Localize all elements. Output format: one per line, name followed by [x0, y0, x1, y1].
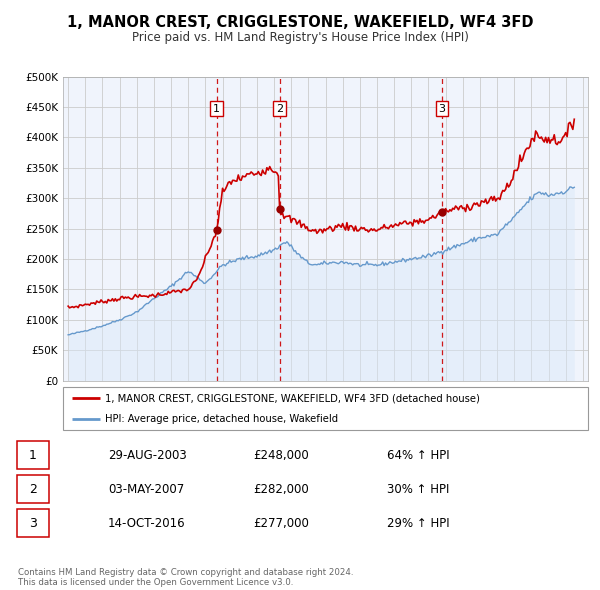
Text: 2: 2 [276, 104, 283, 114]
Text: £277,000: £277,000 [253, 517, 310, 530]
Text: 30% ↑ HPI: 30% ↑ HPI [388, 483, 449, 496]
FancyBboxPatch shape [63, 387, 588, 430]
Text: 29% ↑ HPI: 29% ↑ HPI [388, 517, 450, 530]
Text: 2: 2 [29, 483, 37, 496]
Text: 1: 1 [29, 448, 37, 462]
FancyBboxPatch shape [17, 509, 49, 537]
Text: HPI: Average price, detached house, Wakefield: HPI: Average price, detached house, Wake… [105, 414, 338, 424]
Text: £282,000: £282,000 [253, 483, 309, 496]
Text: 14-OCT-2016: 14-OCT-2016 [108, 517, 185, 530]
Text: Contains HM Land Registry data © Crown copyright and database right 2024.
This d: Contains HM Land Registry data © Crown c… [18, 568, 353, 587]
FancyBboxPatch shape [17, 441, 49, 469]
Text: Price paid vs. HM Land Registry's House Price Index (HPI): Price paid vs. HM Land Registry's House … [131, 31, 469, 44]
FancyBboxPatch shape [17, 476, 49, 503]
Text: 64% ↑ HPI: 64% ↑ HPI [388, 448, 450, 462]
Text: 3: 3 [439, 104, 445, 114]
Text: 3: 3 [29, 517, 37, 530]
Text: 1: 1 [213, 104, 220, 114]
Text: 29-AUG-2003: 29-AUG-2003 [108, 448, 187, 462]
Text: 03-MAY-2007: 03-MAY-2007 [108, 483, 184, 496]
Text: 1, MANOR CREST, CRIGGLESTONE, WAKEFIELD, WF4 3FD (detached house): 1, MANOR CREST, CRIGGLESTONE, WAKEFIELD,… [105, 393, 480, 403]
Text: 1, MANOR CREST, CRIGGLESTONE, WAKEFIELD, WF4 3FD: 1, MANOR CREST, CRIGGLESTONE, WAKEFIELD,… [67, 15, 533, 30]
Text: £248,000: £248,000 [253, 448, 309, 462]
